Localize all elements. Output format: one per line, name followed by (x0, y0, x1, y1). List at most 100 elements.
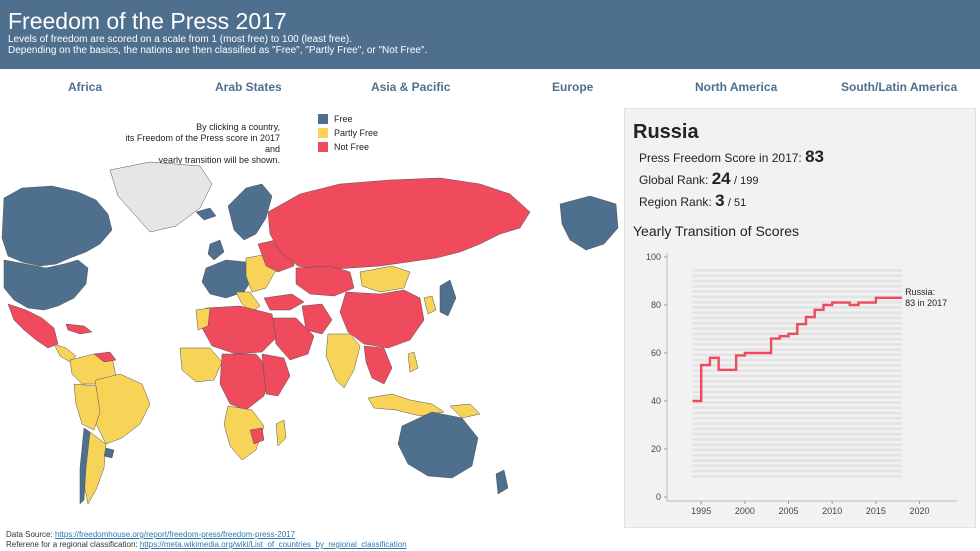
chart-series (692, 296, 903, 403)
x-tick-label: 2015 (866, 506, 886, 516)
country-venezuela[interactable] (93, 351, 117, 363)
background-band (692, 337, 903, 341)
map-instruction: By clicking a country, its Freedom of th… (110, 122, 280, 166)
region-tab-arab-states[interactable]: Arab States (215, 80, 282, 94)
region-tab-africa[interactable]: Africa (68, 80, 103, 94)
background-band (692, 300, 903, 304)
country-indonesia[interactable] (367, 393, 445, 417)
legend-swatch-not-free (318, 142, 328, 152)
country-mexico[interactable] (7, 303, 59, 349)
y-tick-label: 40 (651, 396, 661, 406)
country-chile[interactable] (79, 427, 91, 505)
region-tab-asia-pacific[interactable]: Asia & Pacific (371, 80, 451, 94)
background-band (692, 385, 903, 389)
background-band (692, 469, 903, 473)
map-instruction-line2: its Freedom of the Press score in 2017 a… (125, 133, 280, 154)
x-tick-label: 2005 (779, 506, 799, 516)
country-papua[interactable] (449, 403, 481, 419)
y-tick-label: 100 (646, 252, 661, 262)
country-arabia[interactable] (271, 317, 315, 361)
country-russia[interactable] (267, 177, 531, 271)
country-north-africa[interactable] (201, 305, 277, 355)
footer-reference-label: Referene for a regional classification: (6, 540, 138, 549)
footer-source-link[interactable]: https://freedomhouse.org/report/freedom-… (54, 530, 296, 539)
country-east-africa[interactable] (261, 353, 291, 397)
country-detail-panel: Russia Press Freedom Score in 2017: 83 G… (624, 108, 976, 528)
country-cuba[interactable] (65, 323, 93, 335)
background-band (692, 348, 903, 352)
country-korea[interactable] (423, 295, 437, 315)
background-band (692, 311, 903, 315)
region-rank-value: 3 (715, 191, 725, 210)
background-band (692, 395, 903, 399)
chart-axes: 0 20 40 60 80 100 1995 2000 2005 2010 2015 2020 (646, 252, 957, 516)
country-italy-balkans[interactable] (235, 291, 261, 313)
country-southern-africa[interactable] (223, 405, 265, 461)
legend-item-partly-free[interactable]: Partly Free (318, 126, 378, 140)
country-madagascar[interactable] (275, 419, 287, 447)
country-united-states[interactable] (3, 259, 89, 311)
global-rank-total: / 199 (733, 175, 759, 187)
legend-item-free[interactable]: Free (318, 112, 378, 126)
region-tab-south-latin-america[interactable]: South/Latin America (841, 80, 958, 94)
country-greenland[interactable] (109, 161, 213, 233)
background-band (692, 401, 903, 404)
background-band (692, 464, 903, 468)
country-west-africa[interactable] (179, 347, 223, 383)
country-philippines[interactable] (407, 351, 419, 373)
score-stat: Press Freedom Score in 2017: 83 (639, 147, 824, 167)
map-legend: Free Partly Free Not Free (318, 112, 378, 154)
region-rank-stat: Region Rank: 3 / 51 (639, 191, 746, 211)
yearly-scores-chart: 0 20 40 60 80 100 1995 2000 2005 2010 2015 2020 Rus… (646, 252, 957, 516)
page-title: Freedom of the Press 2017 (8, 8, 287, 34)
country-southeast-asia[interactable] (363, 345, 393, 385)
background-band (692, 459, 903, 462)
country-canada[interactable] (1, 185, 113, 267)
country-china[interactable] (339, 289, 425, 349)
background-band (692, 353, 903, 357)
country-turkey[interactable] (263, 293, 305, 311)
y-tick-label: 60 (651, 348, 661, 358)
page-subtitle-line2: Depending on the basics, the nations are… (8, 45, 428, 56)
background-band (692, 284, 903, 288)
background-band (692, 374, 903, 378)
region-tab-north-america[interactable]: North America (695, 80, 778, 94)
world-map[interactable] (0, 148, 622, 518)
background-band (692, 316, 903, 320)
legend-item-not-free[interactable]: Not Free (318, 140, 378, 154)
footer-reference-link[interactable]: https://meta.wikimedia.org/wiki/List_of_… (139, 540, 407, 549)
country-scandinavia[interactable] (227, 183, 273, 241)
x-tick-label: 1995 (691, 506, 711, 516)
country-iran[interactable] (301, 303, 333, 335)
country-kazakhstan[interactable] (295, 265, 355, 297)
country-central-africa[interactable] (219, 353, 271, 411)
background-band (692, 269, 903, 272)
country-new-zealand[interactable] (495, 469, 509, 495)
country-morocco[interactable] (195, 307, 211, 331)
region-nav: Africa Arab States Asia & Pacific Europe… (0, 80, 980, 100)
country-mongolia[interactable] (359, 265, 411, 293)
annotation-line1: Russia: (905, 287, 935, 297)
country-uk[interactable] (207, 239, 225, 261)
series-line-russia (692, 296, 903, 403)
score-value: 83 (805, 147, 825, 166)
country-iceland[interactable] (195, 207, 217, 221)
background-band (692, 364, 903, 367)
country-india[interactable] (325, 333, 361, 389)
footer-reference: Referene for a regional classification: … (6, 540, 407, 550)
global-rank-stat: Global Rank: 24 / 199 (639, 169, 758, 189)
region-tab-europe[interactable]: Europe (552, 80, 594, 94)
country-uruguay[interactable] (103, 447, 115, 459)
chart-background-bands (692, 269, 903, 478)
country-peru-bolivia[interactable] (73, 383, 101, 431)
background-band (692, 474, 903, 478)
country-zimbabwe[interactable] (249, 427, 265, 445)
background-band (692, 290, 903, 293)
country-alaska[interactable] (559, 195, 619, 251)
country-australia[interactable] (397, 411, 479, 479)
world-map-area: By clicking a country, its Freedom of th… (0, 108, 622, 528)
background-band (692, 379, 903, 383)
country-japan[interactable] (439, 279, 457, 317)
footer-source-label: Data Source: (6, 530, 53, 539)
background-band (692, 305, 903, 309)
